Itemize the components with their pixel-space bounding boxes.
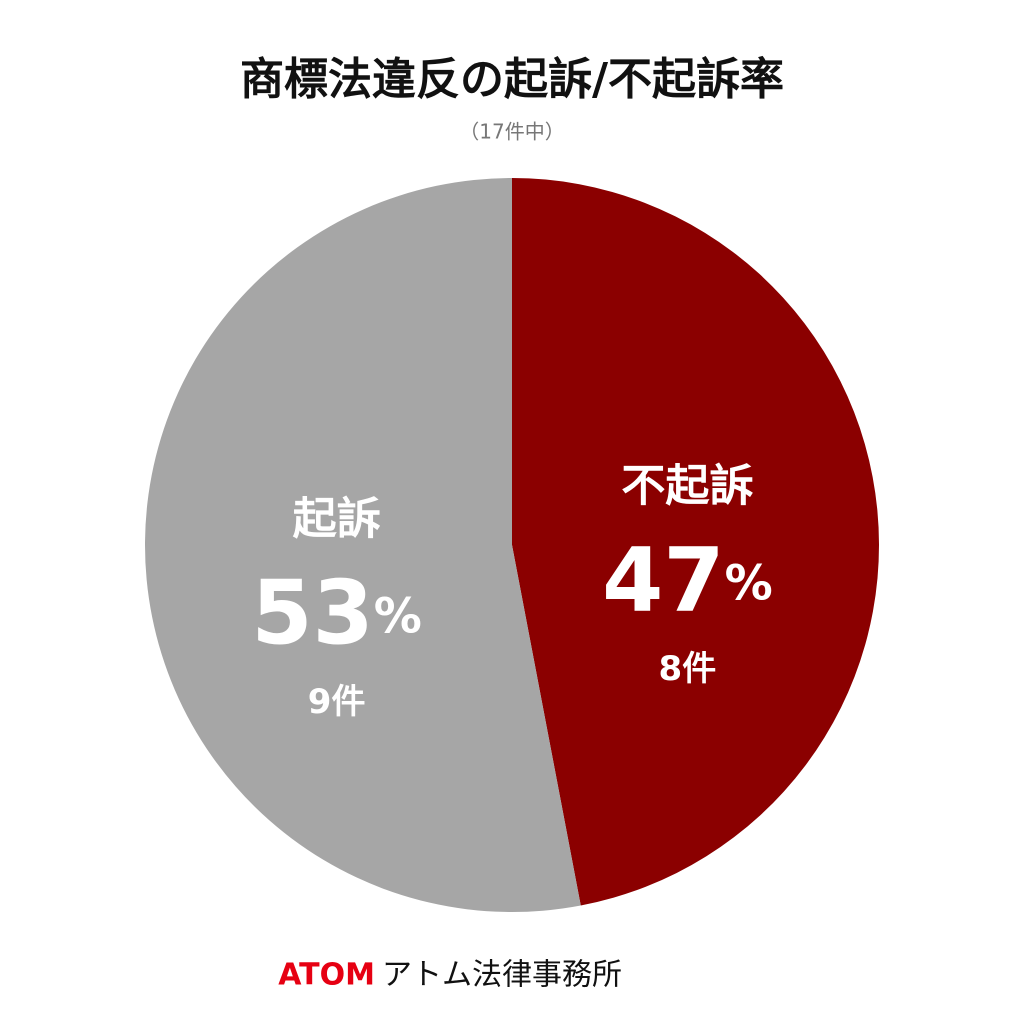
slice-count: 9件 (308, 682, 366, 722)
slice-percent: 47% (602, 528, 773, 631)
chart-subtitle: （17件中） (459, 120, 564, 144)
pie-slice (512, 178, 880, 906)
footer-name: アトム法律事務所 (382, 958, 622, 993)
slice-category: 起訴 (293, 494, 381, 545)
pie: 不起訴 47% 8件 起訴 53% 9件 (145, 178, 880, 912)
footer-brand: ATOM (278, 958, 375, 993)
slice-count: 8件 (659, 649, 717, 689)
chart-title: 商標法違反の起訴/不起訴率 (240, 54, 784, 105)
slice-category: 不起訴 (621, 460, 753, 511)
pie-slice (145, 178, 581, 912)
slice-percent: 53% (251, 562, 422, 665)
